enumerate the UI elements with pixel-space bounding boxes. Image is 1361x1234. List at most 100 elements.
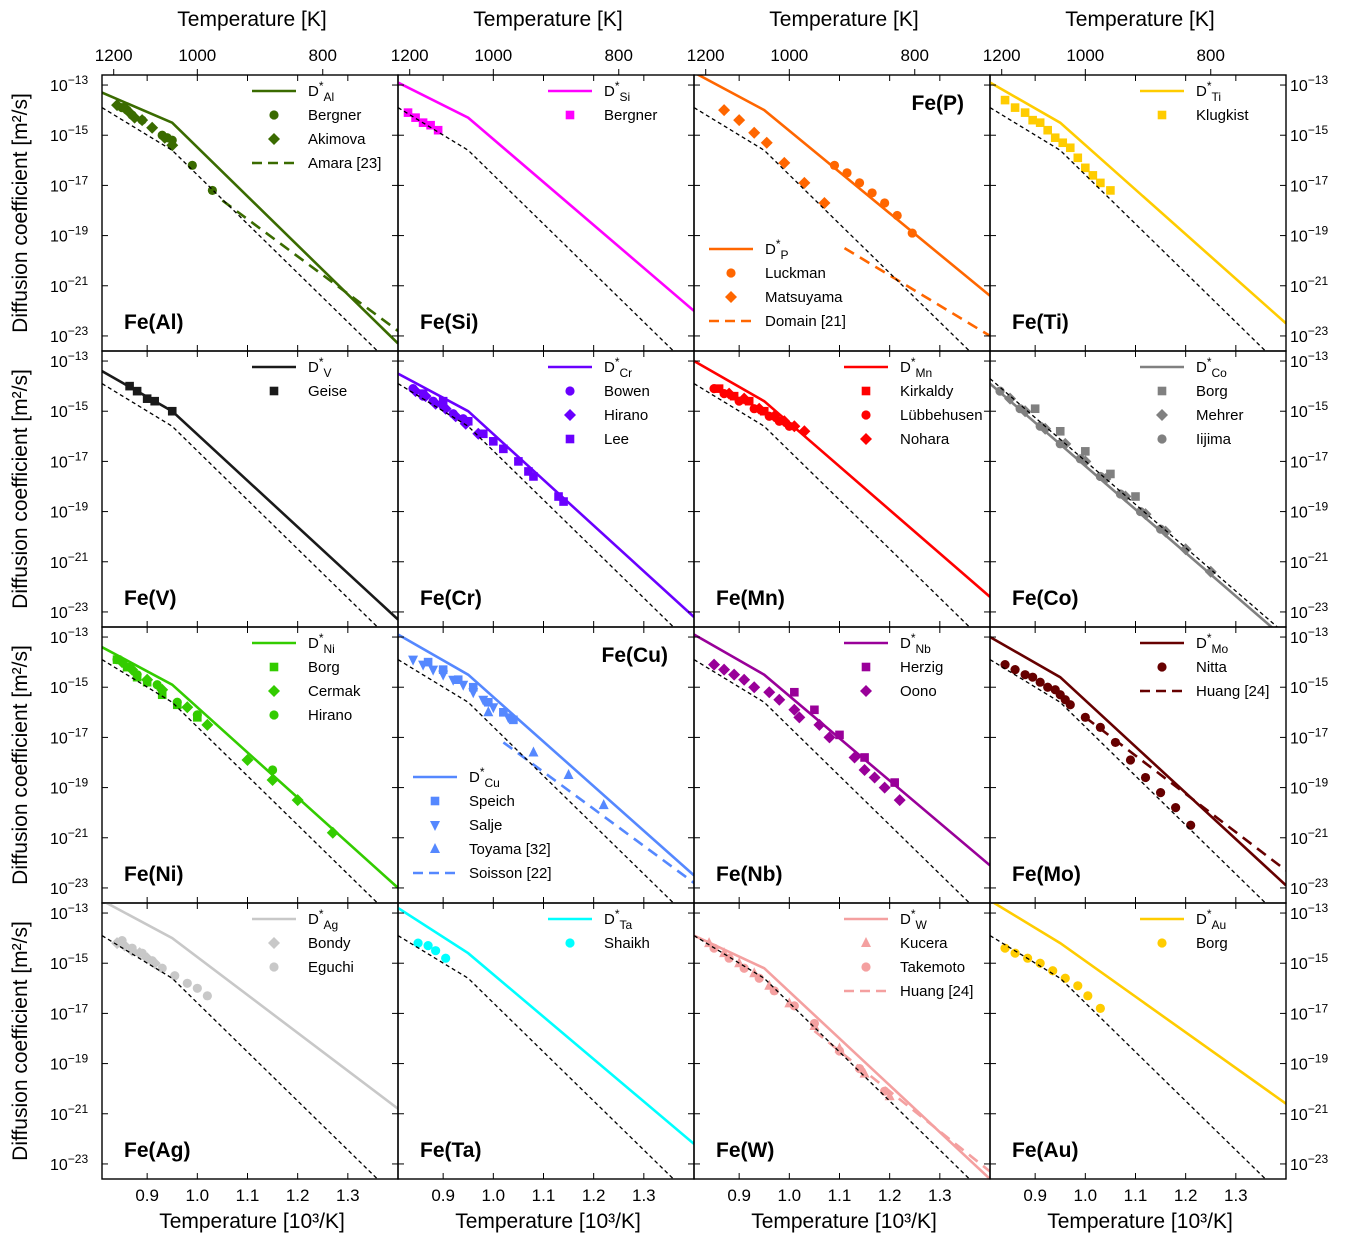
- bottom-tick-label: 1.2: [582, 1186, 606, 1205]
- y-tick-label: 10−21: [50, 1102, 88, 1124]
- data-point: [136, 114, 149, 127]
- data-point: [413, 938, 423, 948]
- legend: D*Ta Shaikh: [548, 907, 650, 952]
- legend-swatch: [430, 796, 440, 806]
- y-tick-label: 10−19: [50, 500, 88, 522]
- data-point: [867, 188, 877, 198]
- panel-title: Fe(Cr): [420, 587, 482, 610]
- y-tick-label: 10−23: [1290, 1152, 1328, 1174]
- data-point: [880, 198, 890, 208]
- panel-title: Fe(Ta): [420, 1139, 481, 1162]
- legend-label: Bergner: [604, 107, 657, 124]
- data-point: [1131, 492, 1140, 501]
- legend-label: Huang [24]: [1196, 683, 1269, 700]
- data-point: [127, 943, 137, 953]
- data-point: [1081, 447, 1090, 456]
- data-point: [125, 381, 134, 391]
- panel-title: Fe(Mo): [1012, 863, 1081, 886]
- panel-title: Fe(Co): [1012, 587, 1079, 610]
- legend-label: D*W: [900, 907, 928, 932]
- legend-swatch: [725, 291, 737, 303]
- data-point: [1060, 973, 1070, 983]
- panel-title: Fe(Ni): [124, 863, 184, 886]
- legend-label: D*Ni: [308, 631, 335, 656]
- y-tick-label: 10−19: [1290, 776, 1328, 798]
- plot-area: [990, 378, 1279, 627]
- top-tick-label: 800: [1197, 46, 1225, 65]
- data-point: [463, 416, 473, 426]
- legend-swatch: [861, 386, 871, 396]
- y-tick-label: 10−23: [50, 600, 88, 622]
- data-point: [524, 467, 533, 476]
- reference-line: [990, 378, 1279, 627]
- data-point: [798, 425, 811, 438]
- legend-label: Salje: [469, 817, 502, 834]
- legend-label: Takemoto: [900, 959, 965, 976]
- data-point: [187, 160, 197, 170]
- bottom-tick-label: 1.3: [928, 1186, 952, 1205]
- data-point: [117, 936, 127, 946]
- axis-labels: Temperature [K] Temperature [K] Temperat…: [159, 8, 1233, 1233]
- y-tick-label: 10−19: [50, 224, 88, 246]
- bottom-tick-label: 1.2: [286, 1186, 310, 1205]
- legend-label: Akimova: [308, 131, 366, 148]
- legend-label: Hirano: [308, 707, 352, 724]
- plot-area: [990, 903, 1286, 1179]
- legend-swatch: [565, 938, 575, 948]
- data-point: [1020, 108, 1030, 117]
- data-point: [878, 781, 891, 794]
- legend-label: D*P: [765, 237, 789, 262]
- plot-area: [990, 81, 1286, 351]
- data-point: [484, 697, 493, 707]
- data-point: [132, 670, 142, 680]
- top-tick-label: 800: [901, 46, 929, 65]
- data-point: [748, 126, 761, 139]
- plot-area: [694, 934, 990, 1179]
- bottom-tick-label: 1.1: [828, 1186, 852, 1205]
- panel-frame: [989, 350, 1287, 628]
- data-point: [708, 658, 721, 671]
- legend: D*Cu Speich Salje Toyama [32] Soisson [22]: [413, 765, 552, 882]
- data-point: [201, 718, 214, 731]
- data-point: [1015, 404, 1025, 414]
- y-tick-label: 10−17: [1290, 449, 1328, 471]
- bottom-tick-label: 1.0: [186, 1186, 210, 1205]
- data-point: [763, 686, 776, 699]
- data-point: [788, 420, 801, 433]
- y-tick-label: 10−13: [1290, 625, 1328, 647]
- data-point: [428, 665, 439, 676]
- data-point: [438, 670, 449, 681]
- left-axis-label: Diffusion coefficient [m²/s]: [9, 921, 32, 1161]
- top-tick-label: 800: [309, 46, 337, 65]
- legend-swatch: [1157, 938, 1167, 948]
- legend-label: Eguchi: [308, 959, 354, 976]
- data-point: [141, 673, 154, 686]
- data-point: [823, 731, 836, 744]
- data-point: [499, 444, 508, 454]
- data-point: [438, 665, 448, 674]
- legend: D*Co Borg Mehrer Iijima: [1140, 355, 1244, 448]
- series-dashed: [502, 741, 694, 884]
- data-point: [122, 662, 132, 672]
- data-point: [1155, 524, 1166, 534]
- data-point: [868, 771, 881, 784]
- data-point: [559, 497, 568, 506]
- y-tick-label: 10−15: [50, 123, 88, 145]
- data-point: [449, 410, 462, 423]
- legend-label: Lübbehusen: [900, 407, 983, 424]
- data-point: [738, 392, 751, 405]
- legend-label: Speich: [469, 793, 515, 810]
- data-point: [709, 384, 719, 394]
- data-point: [760, 136, 773, 149]
- legend-label: D*Al: [308, 79, 334, 104]
- legend-label: Kirkaldy: [900, 383, 954, 400]
- data-point: [723, 387, 736, 400]
- data-point: [137, 948, 147, 958]
- legend-label: D*V: [308, 355, 332, 380]
- panel-few: 0.9 1.0 1.1 1.2 1.3 Fe(W) D*W Kucera Takemoto Hua…: [693, 902, 991, 1205]
- legend-label: Bergner: [308, 107, 361, 124]
- y-tick-label: 10−19: [50, 1052, 88, 1074]
- data-point: [718, 104, 731, 117]
- legend-label: Borg: [1196, 383, 1228, 400]
- data-point: [842, 168, 852, 178]
